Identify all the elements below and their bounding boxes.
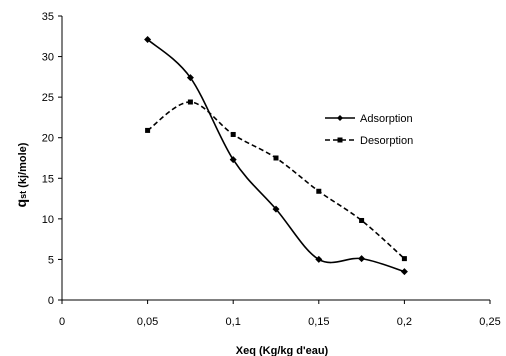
legend: Adsorption Desorption	[325, 113, 413, 147]
y-axis-title: qst (kj/mole)	[13, 142, 29, 207]
series-line-desorption	[147, 101, 405, 260]
y-axis-title-rest: (kj/mole)	[17, 142, 29, 191]
data-point-adsorption	[315, 255, 323, 263]
legend-label-adsorption: Adsorption	[360, 113, 413, 125]
y-axis-title-main: q	[13, 199, 29, 208]
y-tick-label: 20	[42, 133, 54, 145]
data-point-adsorption	[186, 74, 194, 82]
y-tick-label: 35	[42, 11, 54, 23]
x-tick-label: 0,05	[137, 316, 158, 328]
x-tick-label: 0,2	[397, 316, 412, 328]
x-tick-label: 0,25	[479, 316, 500, 328]
data-point-desorption	[316, 188, 322, 194]
x-tick-label: 0	[59, 316, 65, 328]
y-tick-label: 5	[48, 254, 54, 266]
data-point-desorption	[230, 131, 236, 137]
series-layer	[144, 36, 408, 276]
y-tick-label: 10	[42, 214, 54, 226]
tick-labels: 0 5 10 15 20 25 30 35 0 0,05 0,1 0,15 0,2 0,25	[42, 11, 501, 328]
data-point-adsorption	[144, 36, 152, 44]
legend-label-desorption: Desorption	[360, 135, 413, 147]
y-axis-title-sub: st	[18, 191, 28, 199]
legend-marker-desorption	[337, 137, 343, 143]
x-tick-label: 0,1	[226, 316, 241, 328]
data-point-adsorption	[358, 255, 366, 263]
legend-marker-adsorption	[337, 115, 343, 121]
y-tick-label: 15	[42, 173, 54, 185]
x-axis-title: Xeq (Kg/kg d'eau)	[236, 345, 329, 356]
data-point-desorption	[145, 127, 151, 133]
data-point-adsorption	[400, 268, 408, 276]
data-point-desorption	[187, 99, 193, 105]
y-tick-label: 0	[48, 295, 54, 307]
axes	[58, 15, 491, 304]
data-point-desorption	[273, 155, 279, 161]
data-point-desorption	[401, 256, 407, 262]
data-point-adsorption	[229, 156, 237, 164]
data-point-adsorption	[272, 205, 280, 213]
y-tick-label: 25	[42, 92, 54, 104]
data-point-desorption	[359, 217, 365, 223]
y-tick-label: 30	[42, 52, 54, 64]
x-tick-label: 0,15	[308, 316, 329, 328]
